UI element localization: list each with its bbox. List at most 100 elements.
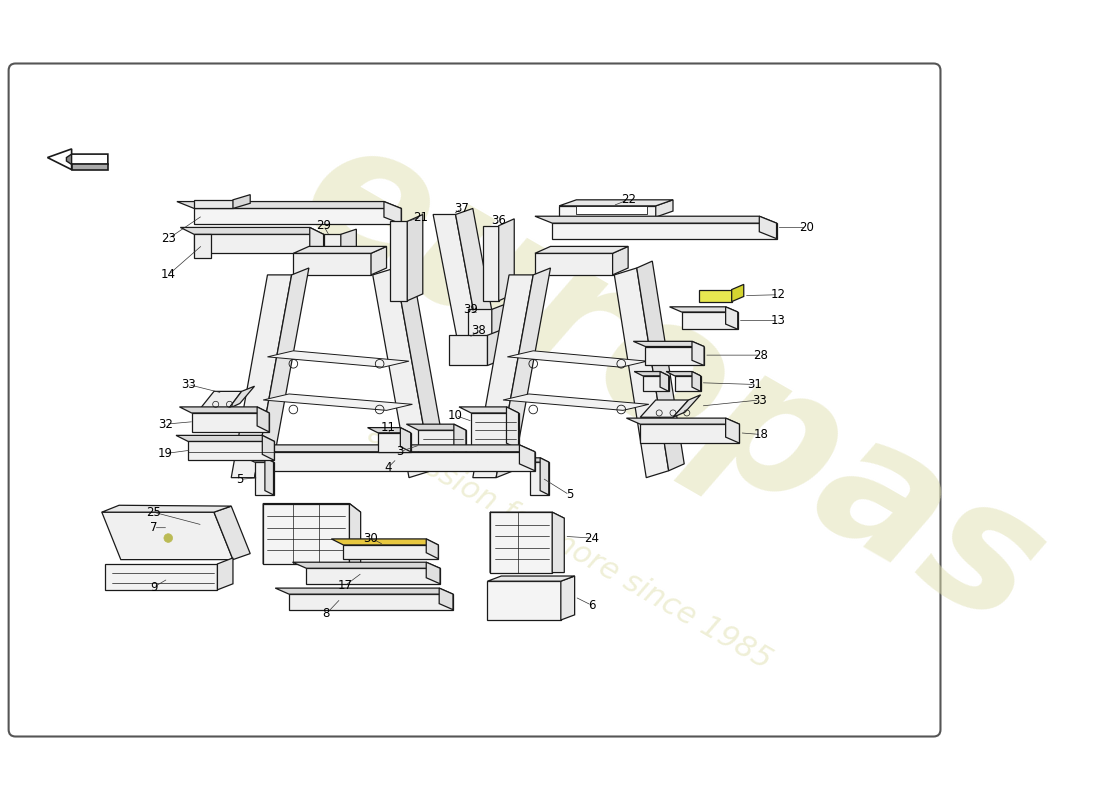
- Polygon shape: [179, 407, 270, 413]
- Text: 32: 32: [158, 418, 173, 430]
- Polygon shape: [459, 407, 518, 413]
- Polygon shape: [634, 342, 704, 346]
- Polygon shape: [473, 275, 534, 478]
- Text: 18: 18: [754, 428, 769, 441]
- Polygon shape: [726, 418, 739, 443]
- Polygon shape: [341, 229, 356, 270]
- Polygon shape: [626, 418, 739, 424]
- Polygon shape: [519, 445, 535, 470]
- Text: 28: 28: [754, 349, 769, 362]
- Text: europas: europas: [273, 101, 1072, 665]
- Polygon shape: [667, 371, 701, 376]
- Polygon shape: [426, 539, 438, 558]
- Polygon shape: [487, 576, 574, 581]
- Polygon shape: [552, 223, 777, 238]
- Polygon shape: [267, 351, 409, 367]
- Polygon shape: [449, 335, 487, 366]
- Text: 9: 9: [150, 581, 157, 594]
- Polygon shape: [759, 216, 777, 238]
- Text: 12: 12: [771, 288, 785, 302]
- Polygon shape: [535, 216, 777, 223]
- Polygon shape: [331, 539, 438, 545]
- Polygon shape: [613, 246, 628, 275]
- Polygon shape: [177, 202, 402, 209]
- Polygon shape: [487, 330, 503, 366]
- Polygon shape: [390, 222, 407, 301]
- Polygon shape: [507, 351, 647, 367]
- Polygon shape: [263, 503, 361, 512]
- Polygon shape: [72, 165, 108, 170]
- Text: 30: 30: [364, 531, 378, 545]
- Polygon shape: [673, 395, 701, 418]
- Polygon shape: [535, 246, 628, 254]
- Polygon shape: [194, 234, 211, 258]
- Polygon shape: [535, 254, 613, 275]
- Polygon shape: [576, 206, 647, 214]
- Polygon shape: [229, 386, 254, 409]
- Text: 38: 38: [472, 325, 486, 338]
- Polygon shape: [214, 506, 250, 560]
- Text: 29: 29: [316, 219, 331, 232]
- Polygon shape: [289, 594, 453, 610]
- Text: 25: 25: [146, 506, 161, 518]
- Polygon shape: [265, 458, 274, 495]
- Polygon shape: [640, 424, 739, 443]
- Polygon shape: [637, 261, 684, 470]
- Polygon shape: [406, 424, 466, 430]
- Polygon shape: [670, 307, 738, 312]
- Polygon shape: [310, 227, 323, 254]
- Polygon shape: [263, 503, 350, 564]
- Polygon shape: [640, 400, 689, 418]
- Polygon shape: [343, 545, 438, 558]
- Polygon shape: [471, 413, 518, 449]
- Text: 31: 31: [748, 378, 762, 391]
- Polygon shape: [254, 268, 309, 478]
- Polygon shape: [487, 581, 561, 620]
- Polygon shape: [200, 391, 242, 409]
- Polygon shape: [246, 458, 274, 462]
- Polygon shape: [439, 588, 453, 610]
- Polygon shape: [426, 562, 440, 584]
- Text: 37: 37: [454, 202, 469, 215]
- Text: 4: 4: [385, 461, 392, 474]
- Polygon shape: [194, 234, 323, 254]
- Text: 22: 22: [620, 194, 636, 206]
- Polygon shape: [561, 576, 574, 620]
- Polygon shape: [635, 371, 669, 376]
- Text: 11: 11: [381, 421, 396, 434]
- Polygon shape: [263, 503, 274, 564]
- Polygon shape: [491, 512, 503, 573]
- Polygon shape: [257, 407, 270, 432]
- Polygon shape: [66, 154, 72, 165]
- Text: a passion for more since 1985: a passion for more since 1985: [362, 418, 777, 674]
- Polygon shape: [726, 307, 738, 330]
- Polygon shape: [231, 275, 292, 478]
- Polygon shape: [407, 214, 422, 301]
- Text: 13: 13: [771, 314, 785, 327]
- Polygon shape: [483, 226, 498, 301]
- Polygon shape: [454, 424, 466, 466]
- Polygon shape: [267, 452, 535, 470]
- Polygon shape: [614, 268, 669, 478]
- Polygon shape: [400, 428, 410, 452]
- Polygon shape: [176, 435, 274, 442]
- Polygon shape: [350, 503, 361, 564]
- Polygon shape: [262, 435, 274, 460]
- Polygon shape: [191, 413, 270, 432]
- Polygon shape: [732, 284, 744, 302]
- Text: 23: 23: [161, 232, 176, 245]
- Polygon shape: [468, 310, 492, 340]
- Polygon shape: [252, 445, 535, 452]
- Polygon shape: [371, 246, 386, 275]
- Polygon shape: [275, 588, 453, 594]
- Text: 39: 39: [463, 303, 477, 316]
- Polygon shape: [682, 312, 738, 330]
- Polygon shape: [323, 234, 341, 270]
- Text: 33: 33: [180, 378, 196, 391]
- Polygon shape: [367, 428, 410, 433]
- Text: 6: 6: [588, 599, 595, 612]
- Polygon shape: [194, 200, 233, 209]
- Text: 19: 19: [158, 447, 173, 460]
- Polygon shape: [559, 206, 656, 217]
- Polygon shape: [373, 268, 431, 478]
